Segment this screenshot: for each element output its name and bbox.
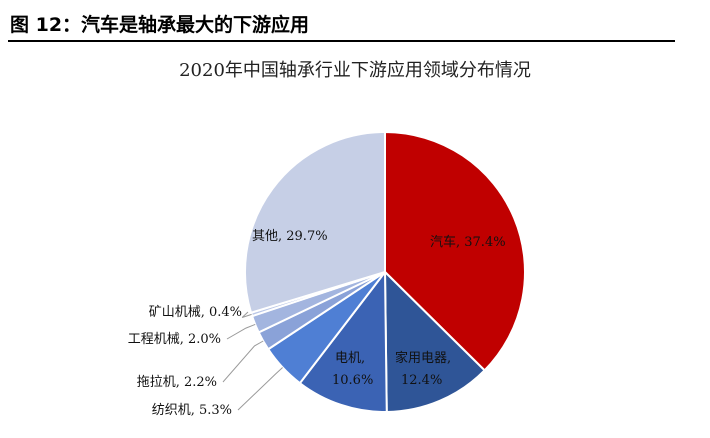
data-label-other: 其他, 29.7% <box>252 229 328 244</box>
data-label-motors-name: 电机, <box>335 351 365 366</box>
data-label-appliances-value: 12.4% <box>401 373 442 388</box>
pie-slice-auto <box>384 130 526 372</box>
data-label-appliances-name: 家用电器, <box>395 350 451 366</box>
pie-slice-other <box>244 130 386 314</box>
figure-title: 图 12：汽车是轴承最大的下游应用 <box>10 14 310 36</box>
leader-line-textile <box>237 367 283 411</box>
data-label-auto: 汽车, 37.4% <box>430 234 506 250</box>
chart-title: 2020年中国轴承行业下游应用领域分布情况 <box>179 60 531 81</box>
figure-header: 图 12：汽车是轴承最大的下游应用 <box>8 4 675 42</box>
leader-line-engineering <box>226 323 256 340</box>
data-label-engineering: 工程机械, 2.0% <box>128 332 221 347</box>
data-label-tractor: 拖拉机, 2.2% <box>137 375 217 390</box>
data-label-motors-value: 10.6% <box>332 373 373 388</box>
leader-line-tractor <box>222 340 264 383</box>
data-label-textile: 纺织机, 5.3% <box>152 403 232 418</box>
leader-line-mining <box>241 311 252 318</box>
pie-slice-appliances <box>383 269 487 414</box>
data-label-mining: 矿山机械, 0.4% <box>149 305 242 320</box>
pie-slice-motors <box>298 269 388 413</box>
